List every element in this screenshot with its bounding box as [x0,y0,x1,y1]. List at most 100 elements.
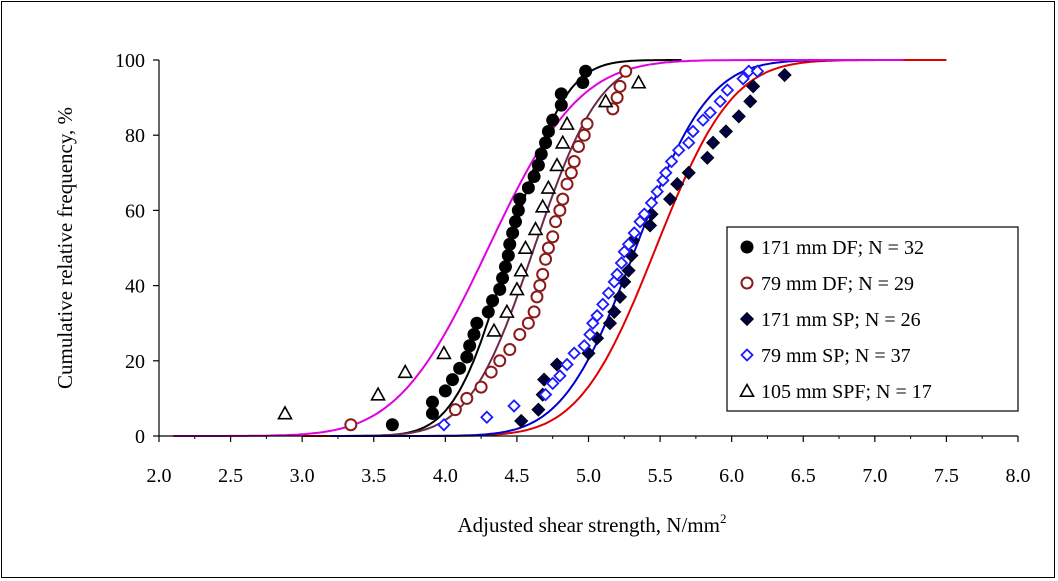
data-point [554,134,571,149]
data-point [703,105,717,120]
data-point [534,198,551,213]
data-point [630,74,647,89]
x-tick-label: 6.0 [719,465,744,487]
data-point [590,308,604,323]
data-point [576,76,590,90]
data-point [467,327,481,341]
data-point [571,139,585,153]
data-point [517,239,534,254]
data-point [718,124,734,139]
data-point [480,410,494,424]
data-point [549,357,565,372]
data-point [596,297,610,312]
x-tick-label: 6.5 [791,465,816,487]
x-tick-label: 4.0 [433,465,458,487]
y-tick-label: 60 [125,200,145,222]
y-axis-title: Cumulative relative frequency, % [53,107,77,389]
data-point [549,157,565,172]
data-point [385,418,399,432]
data-point [743,94,758,109]
legend-entry: 105 mm SPF; N = 17 [761,381,932,403]
data-point [460,391,474,405]
data-point [750,64,765,79]
data-point [617,274,632,289]
data-point [470,316,484,330]
data-point [498,260,512,274]
y-tick-label: 40 [125,276,145,298]
data-point [670,177,685,192]
legend-marker [740,348,754,362]
data-point [554,87,568,101]
data-point [663,192,678,207]
data-point [486,294,500,308]
x-tick-label: 3.0 [290,465,315,487]
data-point [612,289,628,304]
data-point [560,177,574,191]
data-point [705,135,721,150]
x-tick-label: 8.0 [1006,465,1031,487]
y-tick-label: 20 [125,351,145,373]
data-point [556,192,570,206]
data-point [531,158,545,172]
legend-entry: 79 mm DF; N = 29 [761,273,914,295]
data-point [621,237,636,252]
data-point [664,154,679,169]
data-point [567,155,581,169]
data-point [533,279,547,293]
data-point [554,98,568,112]
data-point [553,369,567,383]
data-point [720,83,735,97]
data-point [601,286,616,300]
data-point [521,316,535,330]
data-point [527,221,544,236]
x-tick-label: 2.0 [147,465,172,487]
data-point [513,192,527,206]
data-points [277,64,792,432]
data-point [507,399,521,413]
data-point [546,230,560,244]
data-point [513,262,530,277]
data-point [621,263,636,278]
data-point [540,179,557,194]
data-point [613,79,627,93]
data-point [614,256,629,270]
data-point [580,117,594,131]
data-point [536,267,550,281]
legend: 171 mm DF; N = 32 79 mm DF; N = 29 171 mm … [726,226,1019,412]
data-point [511,203,525,217]
data-point [484,365,498,379]
data-point [659,166,673,180]
x-tick-label: 5.5 [648,465,673,487]
data-point [560,357,574,372]
data-point [610,91,624,105]
data-point [736,72,750,86]
data-point [650,184,664,199]
data-point [493,354,507,368]
data-point [508,215,522,229]
data-point [503,343,517,357]
data-point [277,405,293,420]
data-point [534,147,548,161]
data-point [583,327,597,342]
y-ticks: 0 20 40 60 80 100 [115,50,159,448]
data-point [619,64,633,78]
data-point [567,346,581,361]
data-point [493,282,507,296]
data-point [546,113,560,127]
y-tick-label: 0 [135,426,145,448]
x-tick-label: 2.5 [218,465,243,487]
data-point [539,136,553,150]
data-point [397,363,414,379]
data-point [696,113,710,127]
data-point [577,128,591,142]
data-point [746,79,761,94]
x-tick-label: 5.0 [576,465,601,487]
data-point [564,166,578,180]
data-point [541,124,555,138]
data-point [681,165,696,180]
data-point [437,417,451,432]
data-point [506,226,520,240]
data-point [530,290,544,304]
x-axis-title: Adjusted shear strength, N/mm2 [458,511,727,537]
